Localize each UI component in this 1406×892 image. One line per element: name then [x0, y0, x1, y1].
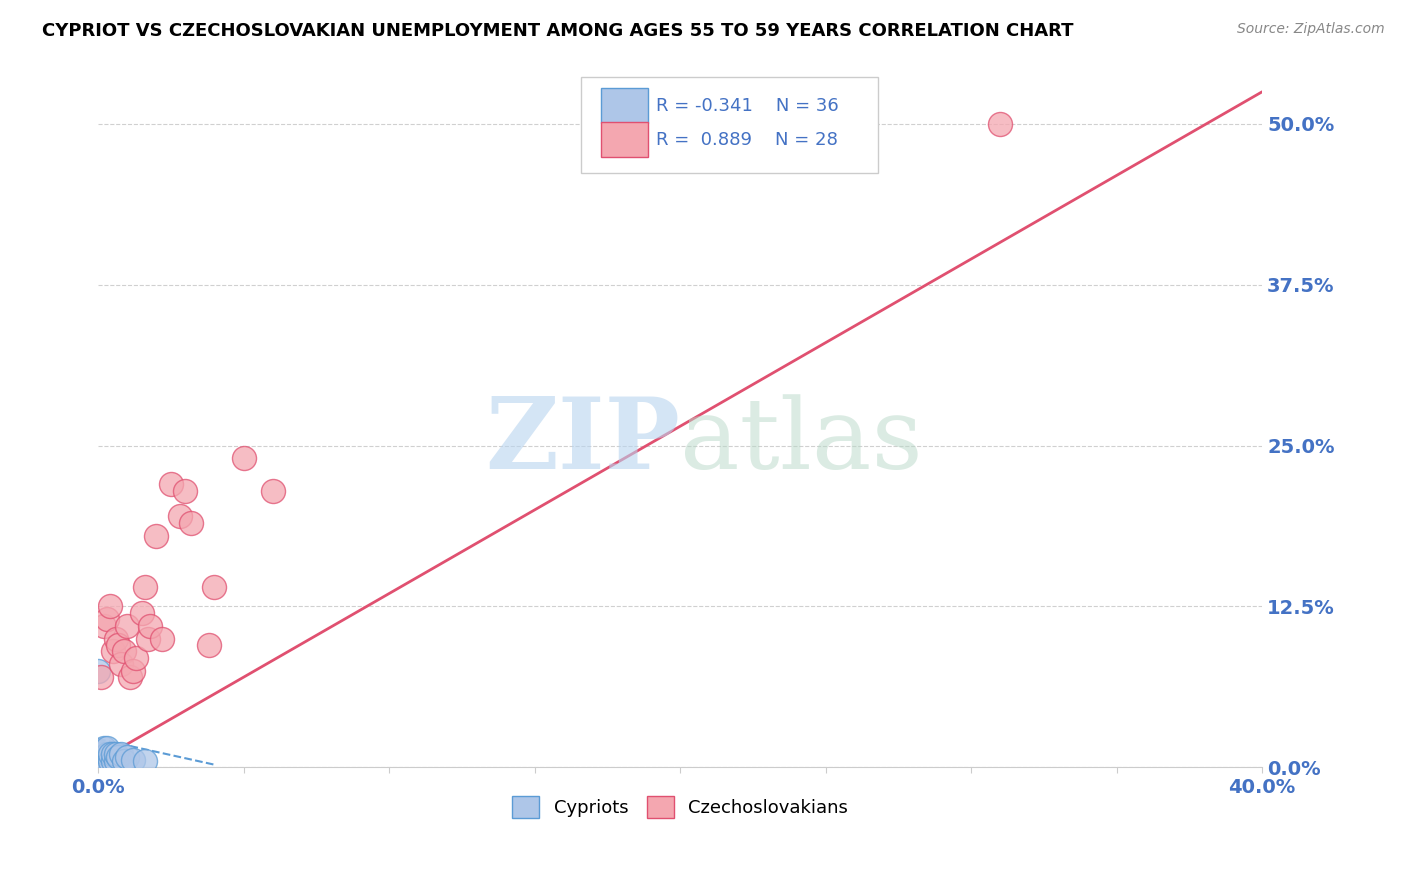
Point	[180, 516, 202, 530]
Point	[107, 638, 129, 652]
Point	[122, 753, 145, 767]
Point	[87, 760, 110, 774]
Text: atlas: atlas	[681, 394, 922, 490]
Point	[96, 747, 118, 762]
Text: R =  0.889    N = 28: R = 0.889 N = 28	[655, 130, 838, 149]
Legend: Cypriots, Czechoslovakians: Cypriots, Czechoslovakians	[505, 789, 855, 825]
Point	[174, 483, 197, 498]
Point	[87, 750, 110, 764]
Point	[150, 632, 173, 646]
Point	[134, 580, 156, 594]
Point	[87, 754, 110, 768]
Point	[232, 451, 254, 466]
Point	[112, 754, 135, 768]
Point	[139, 618, 162, 632]
Point	[87, 751, 110, 765]
Point	[125, 651, 148, 665]
Point	[96, 612, 118, 626]
Point	[98, 754, 121, 768]
Point	[93, 755, 115, 769]
Point	[169, 509, 191, 524]
Point	[87, 760, 110, 774]
Point	[90, 754, 112, 768]
Point	[110, 657, 132, 672]
Point	[107, 750, 129, 764]
Point	[122, 664, 145, 678]
FancyBboxPatch shape	[581, 78, 877, 173]
Point	[115, 750, 138, 764]
Point	[90, 747, 112, 762]
Point	[93, 618, 115, 632]
Point	[87, 760, 110, 774]
Text: Source: ZipAtlas.com: Source: ZipAtlas.com	[1237, 22, 1385, 37]
Point	[87, 747, 110, 762]
Point	[104, 747, 127, 762]
Point	[145, 529, 167, 543]
Point	[87, 747, 110, 762]
Text: ZIP: ZIP	[485, 393, 681, 491]
Point	[90, 670, 112, 684]
Point	[87, 757, 110, 772]
Point	[87, 755, 110, 769]
FancyBboxPatch shape	[600, 122, 648, 157]
Point	[93, 741, 115, 756]
Point	[110, 747, 132, 762]
Point	[988, 117, 1011, 131]
Point	[134, 754, 156, 768]
Point	[98, 747, 121, 762]
Point	[87, 753, 110, 767]
Point	[112, 644, 135, 658]
Point	[101, 644, 124, 658]
Point	[115, 618, 138, 632]
Point	[104, 754, 127, 768]
Point	[101, 747, 124, 762]
Text: CYPRIOT VS CZECHOSLOVAKIAN UNEMPLOYMENT AMONG AGES 55 TO 59 YEARS CORRELATION CH: CYPRIOT VS CZECHOSLOVAKIAN UNEMPLOYMENT …	[42, 22, 1074, 40]
Point	[87, 757, 110, 772]
Point	[120, 670, 142, 684]
Point	[104, 632, 127, 646]
Point	[87, 664, 110, 678]
Point	[98, 599, 121, 614]
Text: R = -0.341    N = 36: R = -0.341 N = 36	[655, 96, 838, 114]
Point	[101, 754, 124, 768]
Point	[262, 483, 284, 498]
Point	[136, 632, 159, 646]
Point	[87, 750, 110, 764]
FancyBboxPatch shape	[600, 88, 648, 123]
Point	[131, 606, 153, 620]
Point	[159, 477, 181, 491]
Point	[197, 638, 219, 652]
Point	[96, 741, 118, 756]
Point	[87, 760, 110, 774]
Point	[93, 750, 115, 764]
Point	[204, 580, 226, 594]
Point	[87, 745, 110, 759]
Point	[96, 754, 118, 768]
